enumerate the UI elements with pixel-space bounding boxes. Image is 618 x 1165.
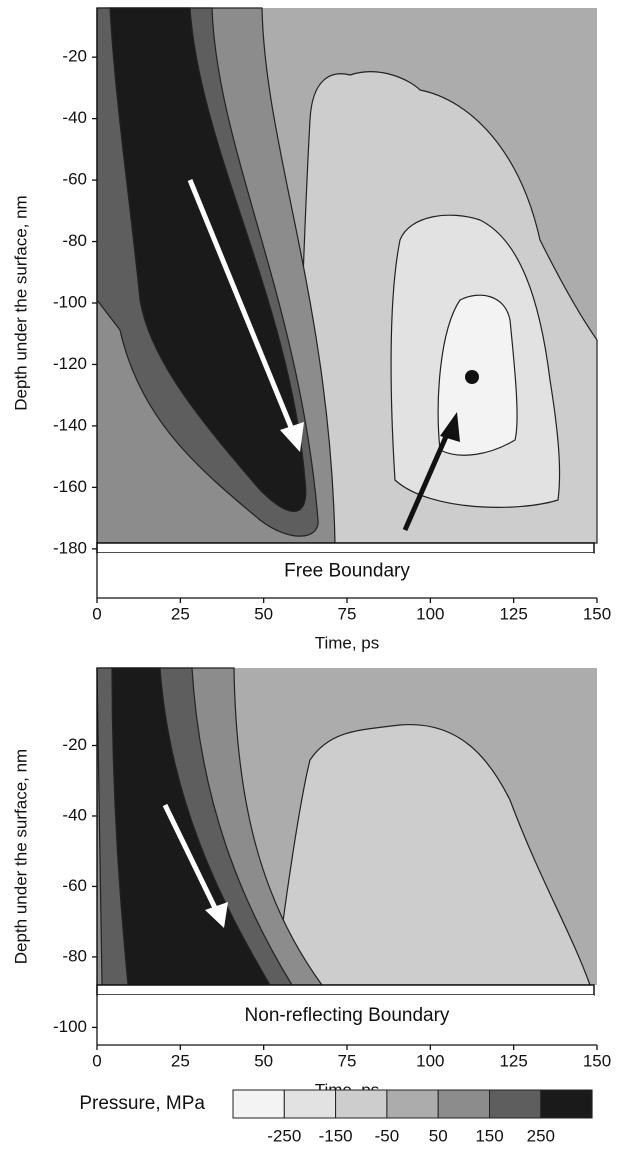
x-tick-label: 125	[499, 604, 527, 623]
x-tick-label: 125	[499, 1051, 527, 1070]
colorbar-swatch	[283, 1089, 337, 1119]
y-tick-label: -160	[53, 477, 87, 496]
x-tick-label: 150	[583, 604, 611, 623]
y-tick-label: -80	[62, 946, 87, 965]
x-tick-label: 0	[92, 1051, 101, 1070]
y-tick-label: -100	[53, 1017, 87, 1036]
contour-map	[96, 7, 598, 554]
colorbar-swatch	[386, 1089, 439, 1119]
colorbar-tick-label: -50	[375, 1126, 400, 1145]
colorbar-tick-label: -150	[319, 1126, 353, 1145]
arrow	[162, 803, 219, 912]
y-tick-label: -180	[53, 538, 87, 557]
x-axis-label: Time, ps	[315, 633, 380, 652]
colorbar-swatch	[540, 1089, 593, 1119]
boundary-bar	[96, 984, 595, 996]
y-tick-label: -60	[62, 876, 87, 895]
x-tick-label: 100	[416, 1051, 444, 1070]
arrow	[187, 179, 296, 433]
y-tick-label: -120	[53, 354, 87, 373]
colorbar-tick-label: -250	[267, 1126, 301, 1145]
x-tick-label: 100	[416, 604, 444, 623]
contour-region	[274, 724, 591, 986]
colorbar-label: Pressure, MPa	[79, 1093, 205, 1114]
y-axis-label: Depth under the surface, nm	[11, 749, 30, 964]
y-tick-label: -40	[62, 805, 87, 824]
colorbar-tick-label: 50	[429, 1126, 448, 1145]
y-tick-label: -40	[62, 108, 87, 127]
y-tick-label: -100	[53, 292, 87, 311]
y-tick-label: -20	[62, 735, 87, 754]
colorbar-tick-label: 250	[527, 1126, 555, 1145]
x-tick-label: 0	[92, 604, 101, 623]
contour-region	[109, 7, 307, 512]
x-tick-label: 25	[171, 1051, 190, 1070]
y-tick-label: -60	[62, 170, 87, 189]
y-tick-label: -20	[62, 47, 87, 66]
y-axis-label: Depth under the surface, nm	[11, 195, 30, 410]
annotation: Non-reflecting Boundary	[245, 1005, 450, 1026]
contour-map	[96, 667, 597, 996]
x-tick-label: 75	[338, 604, 357, 623]
arrow-head	[280, 422, 304, 452]
colorbar-swatch	[335, 1089, 388, 1119]
colorbar-swatch	[489, 1089, 542, 1119]
annotation: Free Boundary	[284, 561, 410, 582]
extremum-marker	[465, 370, 479, 384]
x-tick-label: 25	[171, 604, 190, 623]
x-tick-label: 75	[338, 1051, 357, 1070]
y-tick-label: -80	[62, 231, 87, 250]
colorbar-swatch	[437, 1089, 491, 1119]
boundary-box	[97, 553, 594, 598]
colorbar-tick-label: 150	[475, 1126, 503, 1145]
x-tick-label: 50	[254, 604, 273, 623]
y-tick-label: -140	[53, 415, 87, 434]
colorbar-swatch	[232, 1089, 285, 1119]
x-tick-label: 150	[583, 1051, 611, 1070]
boundary-box	[97, 995, 594, 1045]
arrow	[402, 430, 451, 532]
arrow-head	[440, 412, 460, 442]
x-tick-label: 50	[254, 1051, 273, 1070]
arrow-head	[205, 902, 228, 928]
boundary-bar	[96, 542, 595, 554]
